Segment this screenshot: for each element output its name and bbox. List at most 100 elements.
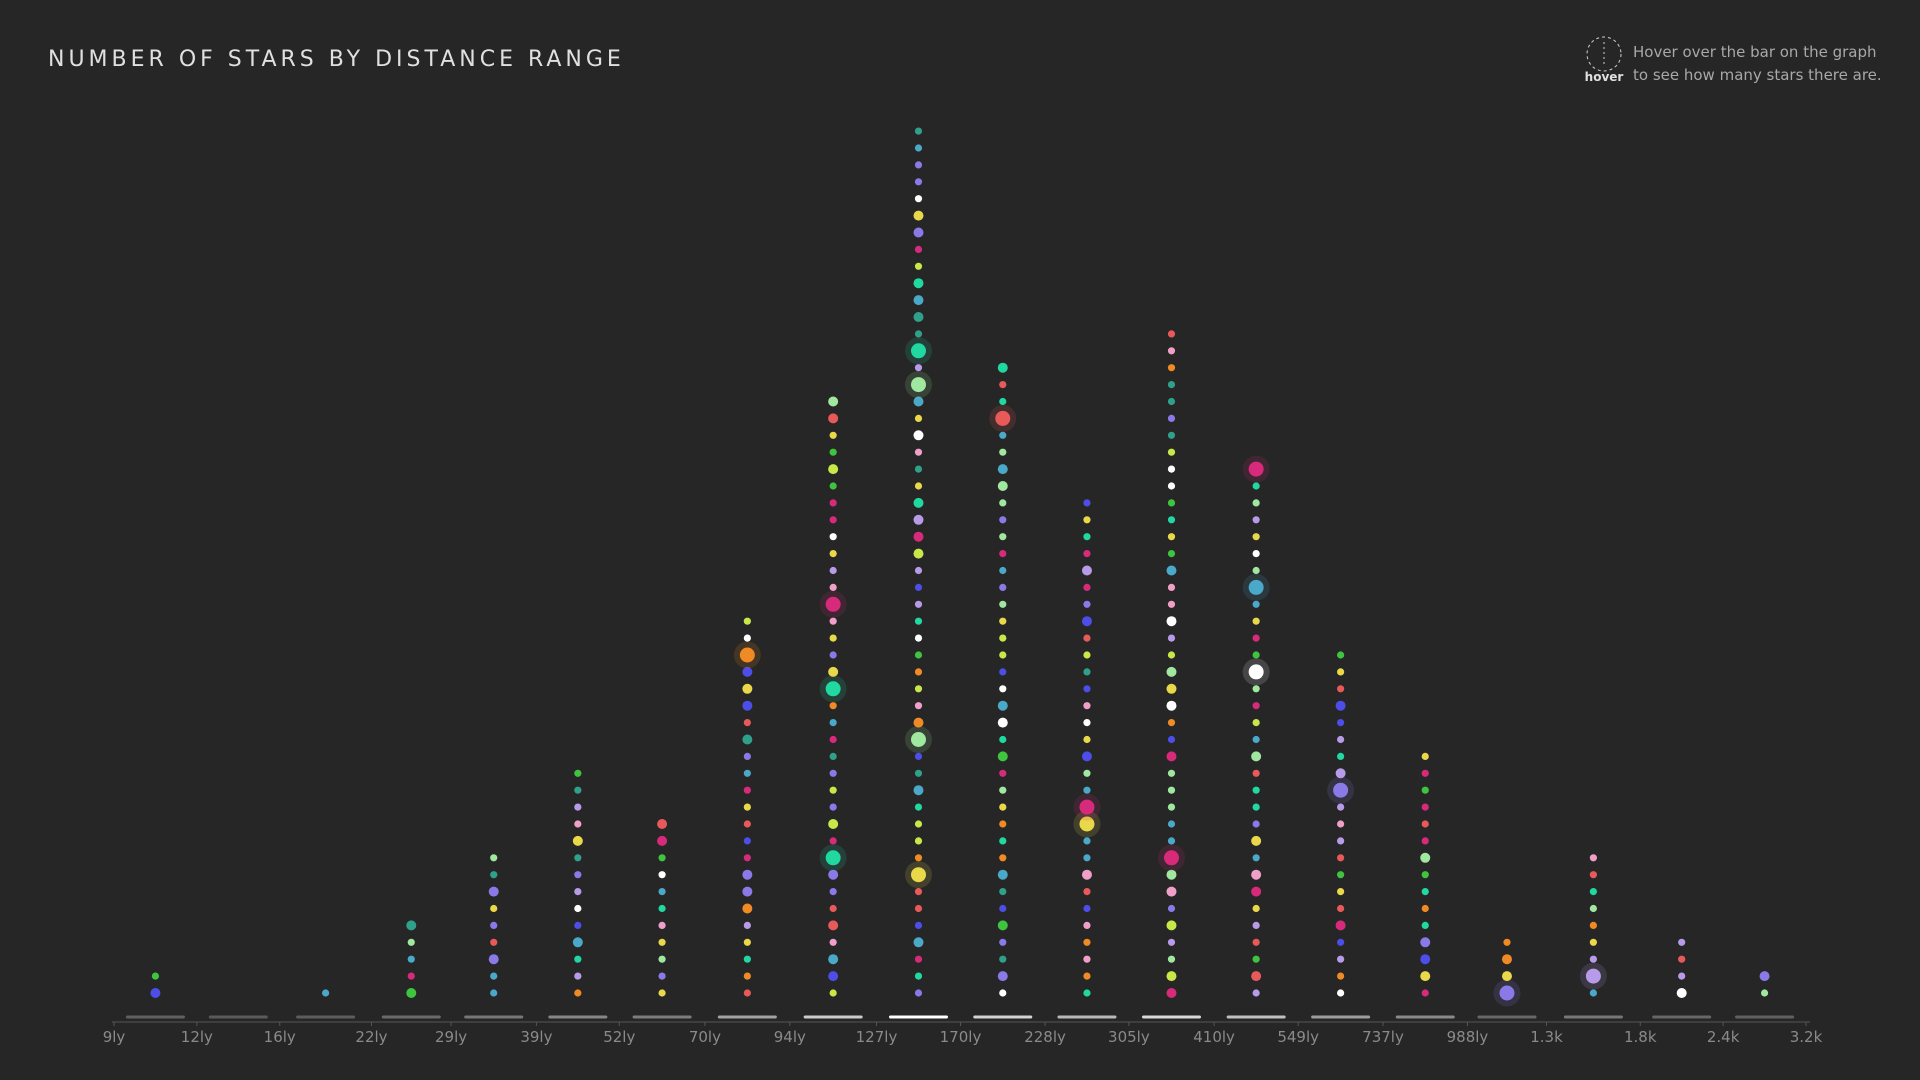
star <box>999 397 1007 406</box>
star <box>1167 769 1176 777</box>
star <box>658 955 666 963</box>
star <box>829 888 837 896</box>
star <box>1252 651 1260 659</box>
star <box>829 482 837 490</box>
star <box>1589 854 1597 862</box>
star <box>1166 565 1177 576</box>
star <box>406 920 417 931</box>
star <box>913 785 924 796</box>
star-column[interactable] <box>1551 841 1637 1019</box>
hint: hover Hover over the bar on the graph to… <box>1585 36 1882 84</box>
star <box>1337 752 1345 761</box>
star <box>828 413 839 424</box>
star <box>742 903 753 914</box>
star <box>322 989 330 997</box>
star <box>914 904 923 913</box>
star-column[interactable] <box>794 385 873 1019</box>
star <box>1589 888 1597 896</box>
star <box>829 499 837 507</box>
star <box>1589 921 1597 930</box>
star-column[interactable] <box>1049 486 1125 1019</box>
star <box>1079 816 1095 832</box>
star <box>910 343 926 359</box>
star <box>1337 719 1345 727</box>
star <box>490 921 498 930</box>
star <box>829 803 837 811</box>
x-tick-label: 170ly <box>940 1028 982 1046</box>
star <box>1337 735 1345 744</box>
star <box>1083 583 1091 592</box>
star-column[interactable] <box>118 959 193 1019</box>
star <box>743 719 751 727</box>
star <box>1499 985 1515 1001</box>
star-column[interactable] <box>1727 959 1802 1019</box>
star <box>1251 886 1262 897</box>
star <box>1083 685 1091 693</box>
star <box>997 920 1008 931</box>
star <box>914 566 923 575</box>
star-column[interactable] <box>1302 638 1379 1019</box>
star <box>1337 854 1345 862</box>
star <box>1083 702 1091 710</box>
star <box>913 717 924 728</box>
star-column[interactable] <box>284 976 368 1019</box>
star <box>828 396 839 407</box>
star <box>1335 768 1346 779</box>
star <box>997 464 1008 475</box>
star-column[interactable] <box>1644 925 1719 1019</box>
star-column[interactable] <box>964 351 1041 1019</box>
star-column[interactable] <box>375 909 447 1020</box>
star <box>743 955 751 963</box>
star <box>1252 769 1260 777</box>
star-column[interactable] <box>623 807 701 1019</box>
star <box>1420 852 1431 863</box>
star <box>1083 854 1091 862</box>
star <box>739 647 755 663</box>
star <box>914 144 923 152</box>
star-column[interactable] <box>540 756 615 1019</box>
star <box>999 854 1007 862</box>
star <box>997 362 1008 373</box>
star <box>914 854 923 862</box>
star <box>1167 381 1176 389</box>
star <box>999 938 1007 946</box>
star <box>1167 651 1176 659</box>
star <box>151 972 160 980</box>
star <box>1678 955 1686 963</box>
star <box>743 752 751 761</box>
star <box>999 837 1007 845</box>
star <box>914 127 923 135</box>
star <box>997 971 1008 982</box>
star <box>1589 989 1597 997</box>
star-column[interactable] <box>455 841 532 1019</box>
star <box>914 364 923 372</box>
star <box>1252 921 1260 930</box>
star <box>574 786 582 794</box>
star <box>1167 955 1176 963</box>
star <box>829 769 837 777</box>
star <box>1421 904 1429 913</box>
star-column[interactable] <box>1471 925 1542 1019</box>
star <box>572 835 583 846</box>
star <box>829 516 837 524</box>
star <box>829 735 837 744</box>
star <box>829 702 837 710</box>
x-tick-label: 70ly <box>689 1028 721 1046</box>
star-column[interactable] <box>880 114 956 1019</box>
star-column[interactable] <box>709 604 786 1019</box>
star <box>1167 634 1176 642</box>
star <box>1083 668 1091 676</box>
star-column[interactable] <box>1133 317 1210 1019</box>
star <box>825 681 841 697</box>
star-column[interactable] <box>201 993 276 1019</box>
star <box>913 210 924 221</box>
star <box>828 920 839 931</box>
star <box>1337 837 1345 845</box>
star <box>828 666 839 677</box>
star <box>914 634 923 642</box>
star <box>829 719 837 727</box>
star <box>913 497 924 508</box>
star-column[interactable] <box>1218 452 1294 1019</box>
star-column[interactable] <box>1387 740 1463 1020</box>
